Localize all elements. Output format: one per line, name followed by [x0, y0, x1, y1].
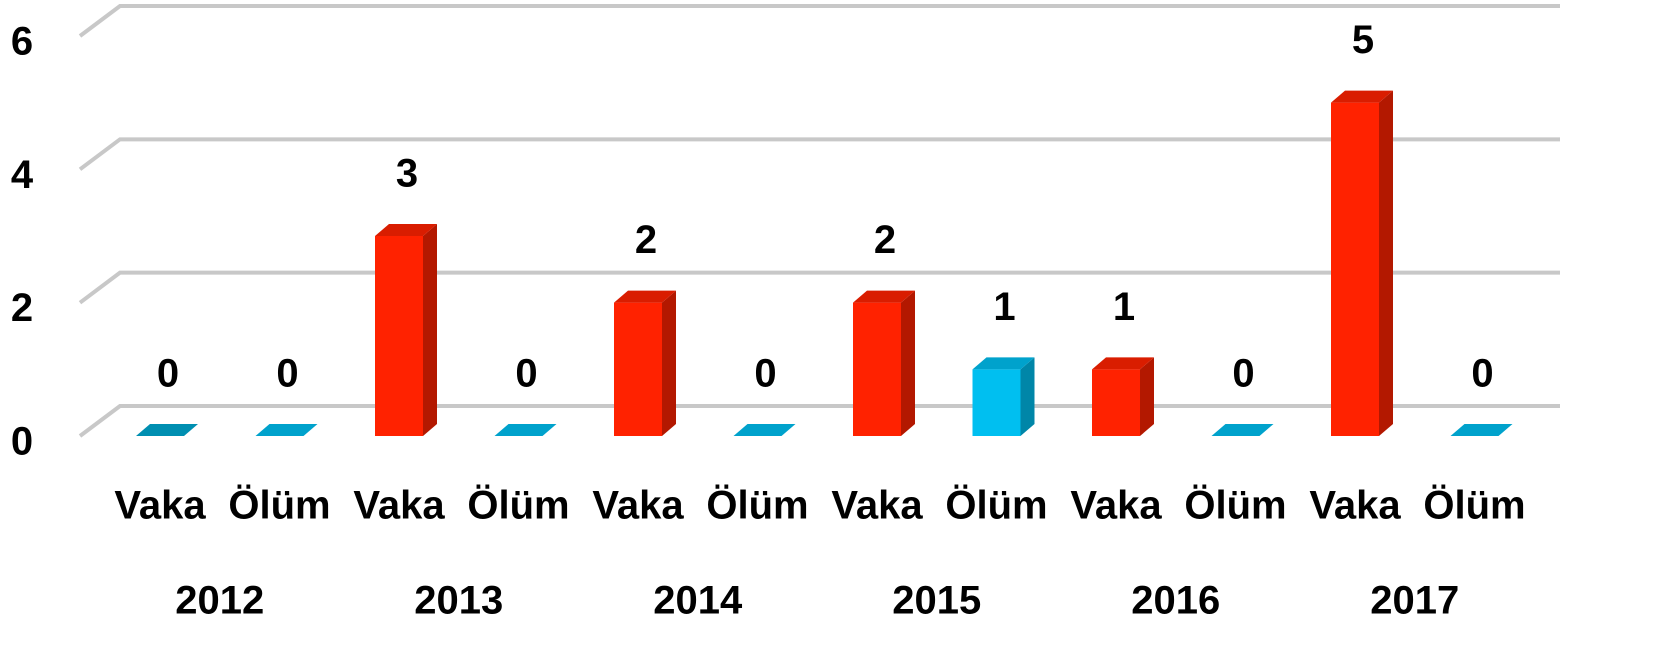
bar: [853, 290, 915, 436]
bar: [1450, 424, 1513, 436]
bar-top: [1211, 424, 1274, 436]
x-tick-label: Vaka: [1309, 484, 1401, 528]
bar-front: [972, 369, 1021, 436]
bar-front: [375, 236, 423, 436]
bar: [733, 424, 796, 436]
y-tick-label: 2: [11, 286, 33, 330]
bar: [375, 224, 437, 436]
x-tick-label: Ölüm: [1184, 483, 1286, 528]
bar-top: [733, 424, 796, 436]
data-label: 5: [1352, 18, 1374, 62]
data-label: 0: [754, 352, 776, 396]
bar-side: [1140, 357, 1154, 436]
data-label: 0: [157, 352, 179, 396]
grid-line: [78, 4, 1560, 38]
bar: [494, 424, 557, 436]
bar: [1092, 357, 1154, 436]
group-label: 2013: [414, 579, 503, 623]
x-tick-label: Vaka: [114, 484, 206, 528]
bar: [1331, 90, 1393, 437]
group-label: 2012: [175, 579, 264, 623]
bar-top: [853, 290, 915, 303]
bar: [1211, 424, 1274, 436]
y-tick-label: 0: [11, 420, 33, 464]
data-label: 2: [635, 218, 657, 262]
bar-top: [255, 424, 318, 436]
grid-line: [78, 137, 1560, 171]
grid-line: [78, 270, 1560, 305]
bar-top: [1331, 90, 1393, 103]
x-tick-label: Ölüm: [228, 483, 330, 528]
data-label: 2: [874, 218, 896, 262]
data-label: 1: [993, 285, 1015, 329]
bar-top: [972, 357, 1035, 370]
group-label: 2017: [1370, 579, 1459, 623]
bar-top: [494, 424, 557, 436]
bar-side: [423, 224, 437, 436]
bar-side: [1379, 90, 1393, 437]
data-label: 0: [1232, 352, 1254, 396]
bar-front: [853, 302, 901, 436]
data-label: 3: [396, 152, 418, 196]
group-label: 2015: [892, 579, 981, 623]
bar: [136, 424, 198, 436]
x-tick-label: Ölüm: [1423, 483, 1525, 528]
bar-side: [662, 290, 676, 436]
bar-top: [614, 290, 676, 303]
data-label: 0: [1471, 352, 1493, 396]
group-label: 2014: [653, 579, 743, 623]
group-label: 2016: [1131, 579, 1220, 623]
bar: [255, 424, 318, 436]
y-tick-label: 4: [11, 153, 34, 197]
bar-top: [136, 424, 198, 436]
bar: [614, 290, 676, 436]
bar-top: [375, 224, 437, 236]
bar-front: [1331, 102, 1379, 437]
x-tick-label: Ölüm: [467, 483, 569, 528]
x-tick-label: Ölüm: [945, 483, 1047, 528]
x-tick-label: Vaka: [831, 484, 923, 528]
x-tick-label: Vaka: [592, 484, 684, 528]
x-tick-label: Vaka: [1070, 484, 1162, 528]
bar-top: [1092, 357, 1154, 370]
bar: [972, 357, 1035, 436]
bar-side: [1020, 357, 1035, 436]
bar-front: [1092, 369, 1140, 436]
x-tick-label: Vaka: [353, 484, 445, 528]
x-tick-label: Ölüm: [706, 483, 808, 528]
y-tick-label: 6: [11, 20, 33, 64]
data-label: 0: [515, 352, 537, 396]
data-label: 0: [276, 352, 298, 396]
grid-line: [78, 404, 1560, 438]
bar-top: [1450, 424, 1513, 436]
data-label: 1: [1113, 285, 1135, 329]
bar-side: [901, 290, 915, 436]
bar-front: [614, 302, 662, 436]
